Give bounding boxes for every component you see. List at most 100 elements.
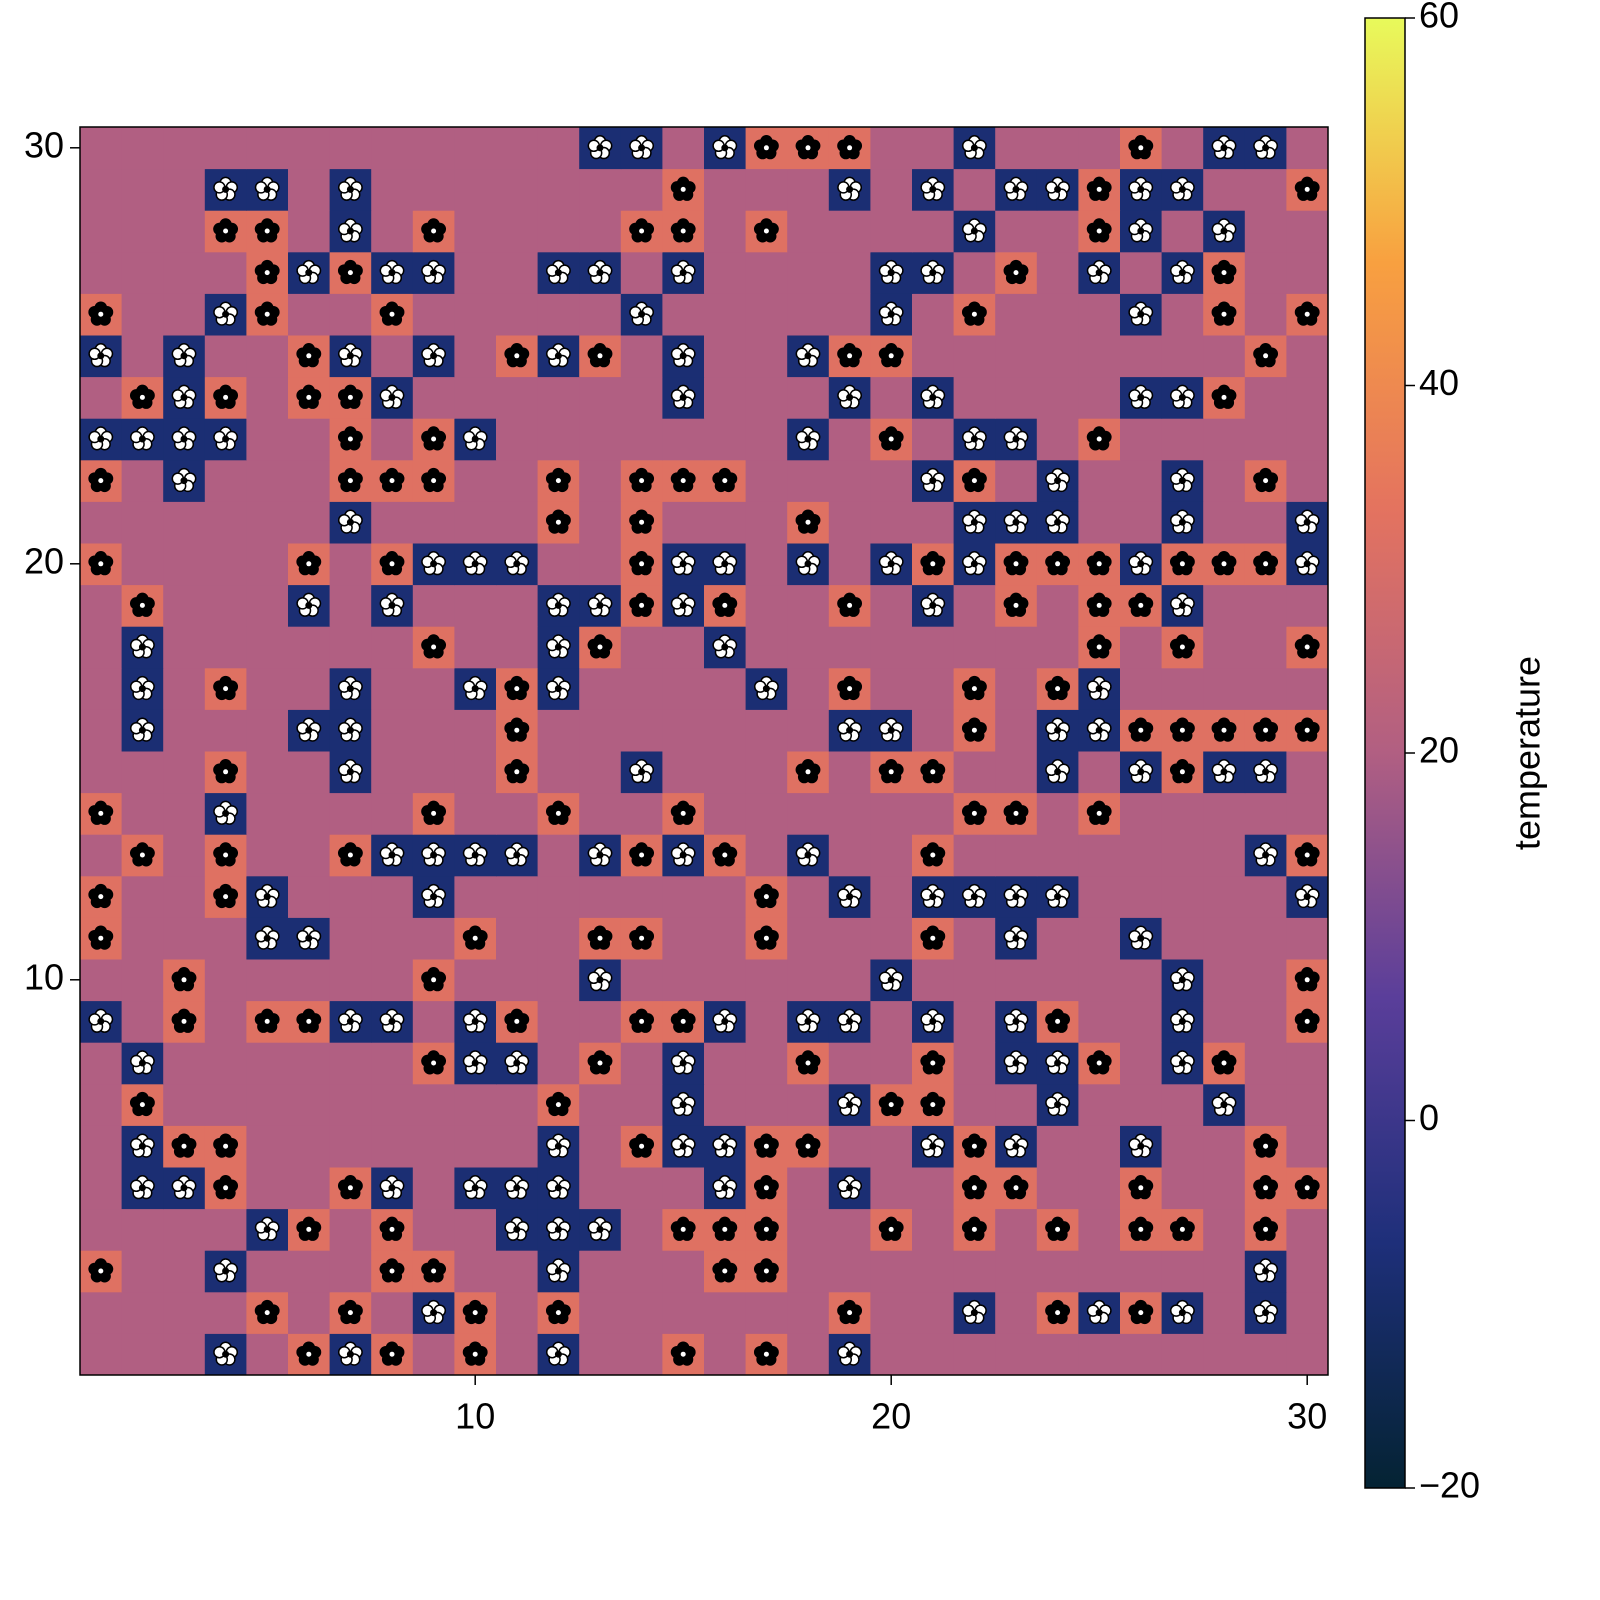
daisy bbox=[379, 467, 405, 493]
daisy bbox=[545, 675, 571, 701]
daisy bbox=[795, 1133, 821, 1158]
daisy-center bbox=[1263, 353, 1269, 359]
daisy bbox=[587, 259, 613, 285]
daisy bbox=[629, 592, 655, 617]
petal bbox=[296, 555, 309, 569]
daisy bbox=[296, 717, 322, 742]
petal bbox=[795, 513, 809, 527]
daisy bbox=[1128, 135, 1154, 160]
daisy-center bbox=[1263, 1226, 1269, 1232]
cell bbox=[1078, 751, 1121, 794]
daisy bbox=[462, 1341, 488, 1366]
cell bbox=[745, 501, 788, 544]
daisy-center bbox=[971, 1185, 977, 1191]
daisy-center bbox=[722, 1226, 728, 1232]
cell bbox=[620, 1083, 663, 1126]
daisy-center bbox=[1303, 518, 1311, 526]
petal bbox=[878, 763, 892, 777]
cell bbox=[163, 792, 206, 835]
daisy bbox=[1086, 717, 1112, 742]
cell bbox=[163, 1291, 206, 1334]
daisy bbox=[920, 384, 946, 409]
daisy bbox=[712, 1133, 738, 1158]
daisy bbox=[587, 135, 613, 160]
daisy-center bbox=[1304, 1185, 1310, 1191]
cell bbox=[662, 293, 705, 336]
petal bbox=[421, 472, 434, 485]
cell bbox=[870, 1333, 913, 1376]
petal bbox=[961, 1221, 975, 1234]
cell bbox=[620, 335, 663, 378]
daisy-center bbox=[596, 144, 604, 152]
cell bbox=[537, 418, 580, 461]
daisy-center bbox=[680, 1226, 686, 1232]
cell bbox=[620, 1250, 663, 1293]
cell bbox=[1203, 917, 1246, 960]
daisy-center bbox=[929, 185, 937, 193]
petal bbox=[254, 1013, 268, 1026]
cell bbox=[329, 127, 372, 170]
daisy-center bbox=[1054, 1101, 1062, 1109]
petal bbox=[213, 1179, 226, 1193]
petal bbox=[88, 472, 101, 485]
daisy bbox=[337, 759, 363, 784]
daisy-center bbox=[554, 269, 562, 277]
daisy-center bbox=[347, 394, 353, 400]
cell bbox=[620, 875, 663, 918]
petal bbox=[1086, 555, 1100, 569]
cell bbox=[454, 210, 497, 253]
cell bbox=[953, 751, 996, 794]
petal bbox=[296, 1221, 309, 1234]
daisy bbox=[88, 301, 114, 326]
daisy-center bbox=[1013, 810, 1019, 816]
daisy-center bbox=[1012, 1059, 1020, 1067]
cell bbox=[995, 293, 1038, 336]
daisy bbox=[878, 259, 904, 285]
cell bbox=[1036, 834, 1079, 877]
cell bbox=[912, 1250, 955, 1293]
daisy bbox=[1086, 592, 1112, 617]
petal bbox=[920, 763, 933, 777]
cell bbox=[620, 709, 663, 752]
cell bbox=[1036, 1125, 1079, 1168]
daisy bbox=[337, 1341, 363, 1366]
daisy-center bbox=[970, 144, 978, 152]
cell bbox=[745, 1000, 788, 1043]
petal bbox=[88, 929, 101, 943]
cell bbox=[787, 667, 830, 710]
daisy bbox=[1128, 218, 1154, 243]
cell bbox=[870, 792, 913, 835]
daisy-center bbox=[596, 851, 604, 859]
daisy bbox=[1253, 1216, 1279, 1241]
petal bbox=[961, 1137, 975, 1151]
x-tick-label: 30 bbox=[1287, 1396, 1327, 1437]
daisy bbox=[961, 509, 987, 534]
colorbar-tick-label: 40 bbox=[1419, 362, 1459, 403]
daisy-center bbox=[1137, 185, 1145, 193]
petal bbox=[171, 1013, 185, 1026]
daisy-center bbox=[430, 1309, 438, 1317]
daisy bbox=[920, 259, 946, 285]
daisy bbox=[712, 592, 738, 617]
daisy-center bbox=[471, 560, 479, 568]
daisy bbox=[1003, 176, 1029, 201]
daisy-center bbox=[722, 602, 728, 608]
cell bbox=[1120, 667, 1163, 710]
cell bbox=[537, 1042, 580, 1085]
daisy bbox=[961, 218, 987, 243]
petal bbox=[629, 597, 642, 610]
daisy bbox=[837, 1175, 863, 1200]
daisy bbox=[379, 1216, 405, 1241]
petal bbox=[712, 846, 725, 860]
petal bbox=[1086, 222, 1100, 236]
daisy bbox=[961, 717, 987, 742]
cell bbox=[1078, 834, 1121, 877]
cell bbox=[537, 168, 580, 211]
petal bbox=[753, 139, 767, 153]
cell bbox=[1244, 376, 1287, 419]
cell bbox=[870, 210, 913, 253]
petal bbox=[629, 846, 642, 860]
cell bbox=[620, 792, 663, 835]
cell bbox=[870, 1291, 913, 1334]
daisy bbox=[337, 675, 363, 701]
